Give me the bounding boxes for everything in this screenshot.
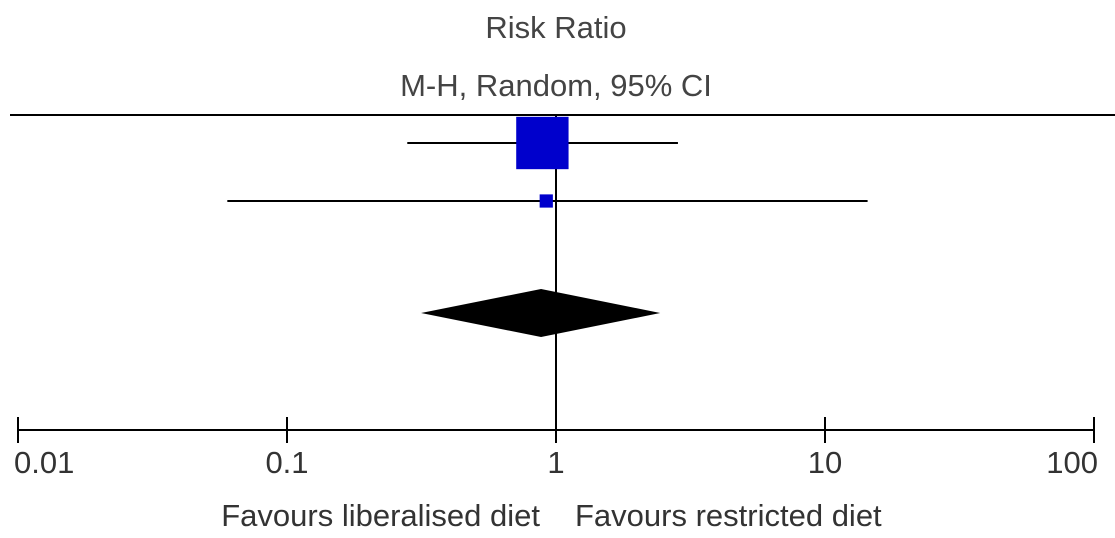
study-estimate [516,116,569,170]
study-estimate [539,194,553,208]
chart-subtitle: M-H, Random, 95% CI [400,68,712,103]
pooled-diamond [421,289,661,337]
x-tick-label: 1 [547,445,564,480]
x-label-right: Favours restricted diet [575,498,882,533]
x-label-left: Favours liberalised diet [221,498,540,533]
chart-title: Risk Ratio [485,10,626,45]
x-tick-label: 0.01 [14,445,74,480]
x-tick-label: 100 [1046,445,1098,480]
x-tick-label: 10 [808,445,842,480]
x-tick-label: 0.1 [265,445,308,480]
